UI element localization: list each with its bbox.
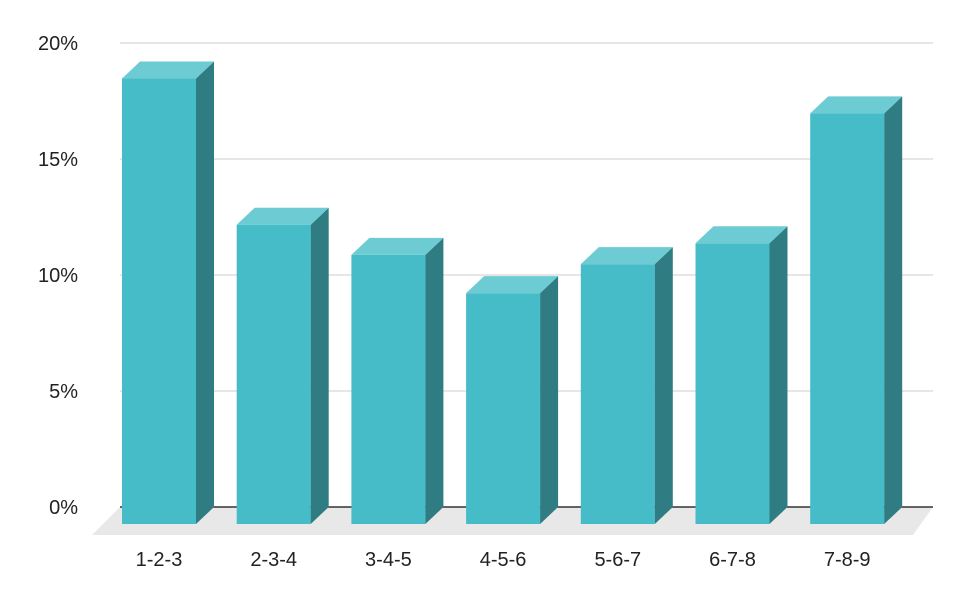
bar [236,207,329,524]
x-tick-label: 7-8-9 [824,549,871,571]
bar-front [695,243,770,524]
bar-side [425,237,444,524]
bar-top [236,207,329,225]
bar-front [466,293,541,524]
bar-front [810,113,885,525]
bar-front [122,78,196,524]
bar [695,226,788,524]
bar-side [196,61,214,525]
y-tick-label: 5% [49,381,78,403]
x-tick-label: 4-5-6 [480,549,527,571]
bar-top [695,226,788,244]
y-axis: 0% 5% 10% 15% 20% [38,33,78,519]
bars [122,61,903,525]
y-tick-label: 10% [38,265,78,287]
x-tick-label: 2-3-4 [250,549,297,571]
bar-side [654,247,673,524]
bar-side [310,207,329,524]
bar-top [122,61,214,79]
x-axis: 1-2-3 2-3-4 3-4-5 4-5-6 5-6-7 6-7-8 7-8-9 [136,549,871,571]
bar [351,237,444,524]
bar-front [580,264,655,524]
bar-front [236,224,311,524]
x-tick-label: 6-7-8 [709,549,756,571]
bar [466,276,559,524]
bar-top [351,237,444,255]
bar-side [769,226,788,524]
y-tick-label: 20% [38,33,78,55]
bar-top [466,276,559,294]
x-tick-label: 3-4-5 [365,549,412,571]
x-tick-label: 1-2-3 [136,549,183,571]
bar-top [580,247,673,265]
bar-side [884,96,903,525]
bar-side [540,276,559,524]
y-tick-label: 15% [38,149,78,171]
bar [122,61,214,525]
bar [580,247,673,524]
bar-front [351,254,426,524]
bar-top [810,96,903,114]
y-tick-label: 0% [49,497,78,519]
x-tick-label: 5-6-7 [594,549,641,571]
bar [810,96,903,525]
